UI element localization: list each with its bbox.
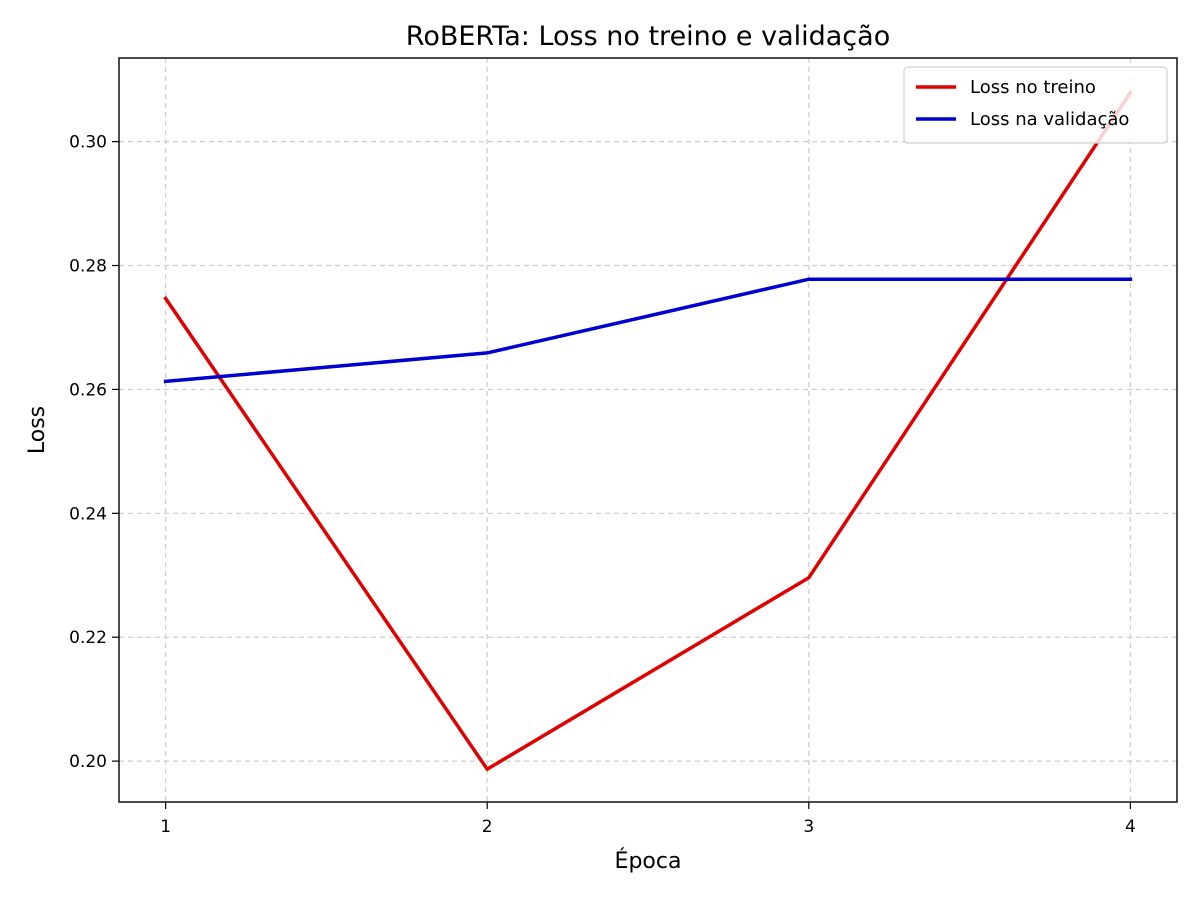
legend-label: Loss na validação <box>970 109 1129 130</box>
y-tick-label: 0.30 <box>69 133 107 153</box>
x-tick-label: 2 <box>482 817 493 837</box>
legend-box <box>903 66 1168 144</box>
grid <box>119 58 1177 802</box>
x-tick-label: 3 <box>803 817 814 837</box>
series-lines <box>163 90 1133 772</box>
x-tick-label: 4 <box>1125 817 1136 837</box>
y-axis-label: Loss <box>25 406 50 454</box>
plot-frame <box>118 57 1178 803</box>
legend: Loss no treino Loss na validação <box>903 66 1168 144</box>
y-tick-label: 0.24 <box>69 504 107 524</box>
chart-title: RoBERTa: Loss no treino e validação <box>406 21 890 52</box>
axis-ticks: 1 2 3 4 0.20 0.22 0.24 0.26 0.28 0.30 <box>69 133 1136 837</box>
x-axis-label: Época <box>615 848 682 874</box>
y-tick-label: 0.22 <box>69 628 107 648</box>
y-tick-label: 0.26 <box>69 380 107 400</box>
y-tick-label: 0.20 <box>69 752 107 772</box>
y-tick-label: 0.28 <box>69 257 107 277</box>
legend-label: Loss no treino <box>970 77 1096 98</box>
series-line-validation-loss <box>163 277 1133 384</box>
x-tick-label: 1 <box>160 817 171 837</box>
series-line-train-loss <box>163 90 1133 772</box>
